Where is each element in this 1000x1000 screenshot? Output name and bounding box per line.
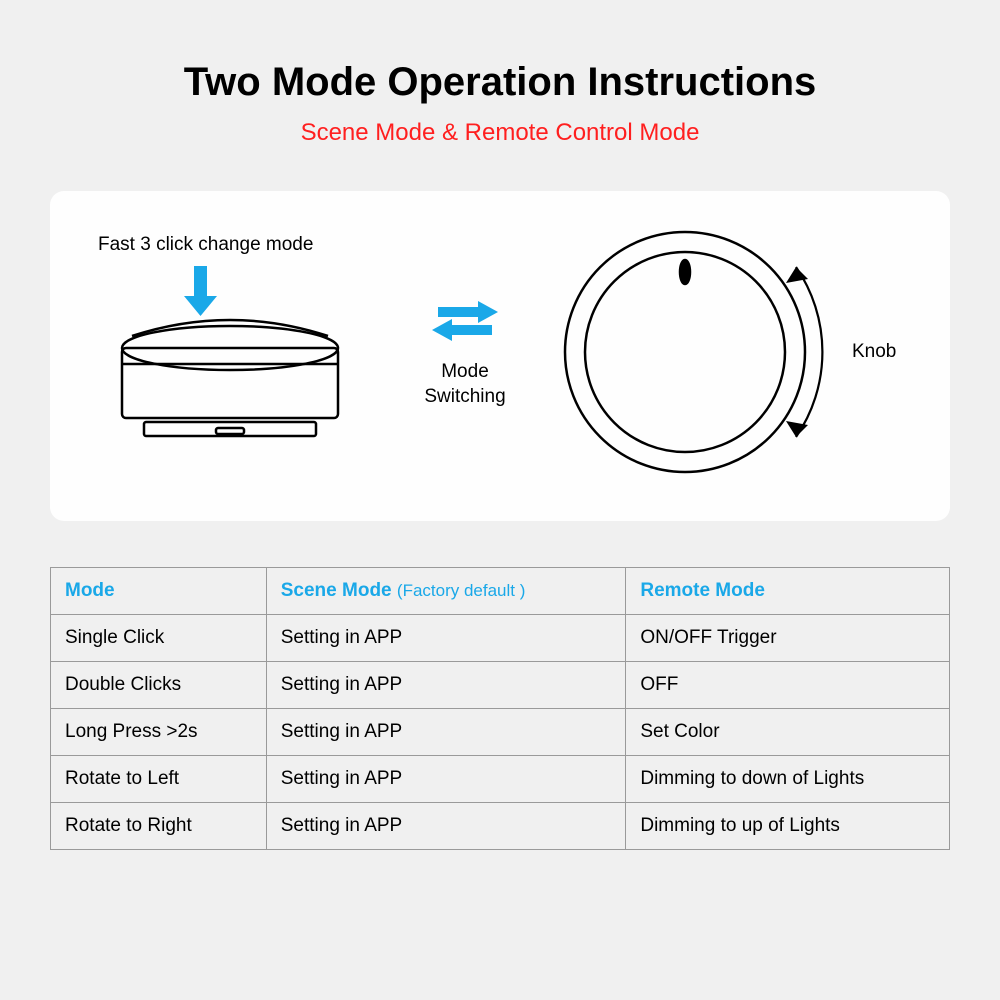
table-cell: ON/OFF Trigger xyxy=(626,615,950,662)
device-top-view: Knob xyxy=(550,217,920,487)
table-cell: Dimming to up of Lights xyxy=(626,803,950,850)
down-arrow-icon xyxy=(184,266,217,316)
device-outline xyxy=(122,320,338,436)
table-cell: Setting in APP xyxy=(266,615,626,662)
table-cell: Setting in APP xyxy=(266,756,626,803)
table-cell: Single Click xyxy=(51,615,267,662)
mode-table: ModeScene Mode (Factory default )Remote … xyxy=(50,567,950,850)
swap-arrows-icon xyxy=(420,295,510,345)
table-cell: OFF xyxy=(626,662,950,709)
click-mode-label: Fast 3 click change mode xyxy=(80,234,380,256)
mode-switch-area: ModeSwitching xyxy=(380,295,550,409)
device-side-svg xyxy=(90,266,370,466)
table-cell: Dimming to down of Lights xyxy=(626,756,950,803)
table-row: Double ClicksSetting in APPOFF xyxy=(51,662,950,709)
device-side-view: Fast 3 click change mode xyxy=(80,234,380,471)
table-header: Remote Mode xyxy=(626,568,950,615)
mode-switch-label: ModeSwitching xyxy=(380,360,550,409)
table-cell: Setting in APP xyxy=(266,803,626,850)
table-header: Scene Mode (Factory default ) xyxy=(266,568,626,615)
page-subtitle: Scene Mode & Remote Control Mode xyxy=(50,119,950,147)
table-row: Single ClickSetting in APPON/OFF Trigger xyxy=(51,615,950,662)
table-cell: Set Color xyxy=(626,709,950,756)
table-cell: Rotate to Left xyxy=(51,756,267,803)
table-cell: Rotate to Right xyxy=(51,803,267,850)
table-row: Rotate to RightSetting in APPDimming to … xyxy=(51,803,950,850)
table-cell: Double Clicks xyxy=(51,662,267,709)
page-title: Two Mode Operation Instructions xyxy=(50,60,950,105)
table-row: Rotate to LeftSetting in APPDimming to d… xyxy=(51,756,950,803)
knob-svg xyxy=(550,217,840,487)
table-cell: Setting in APP xyxy=(266,662,626,709)
table-row: Long Press >2sSetting in APPSet Color xyxy=(51,709,950,756)
diagram-card: Fast 3 click change mode xyxy=(50,191,950,521)
table-header: Mode xyxy=(51,568,267,615)
table-cell: Long Press >2s xyxy=(51,709,267,756)
table-cell: Setting in APP xyxy=(266,709,626,756)
knob-label: Knob xyxy=(852,341,896,363)
